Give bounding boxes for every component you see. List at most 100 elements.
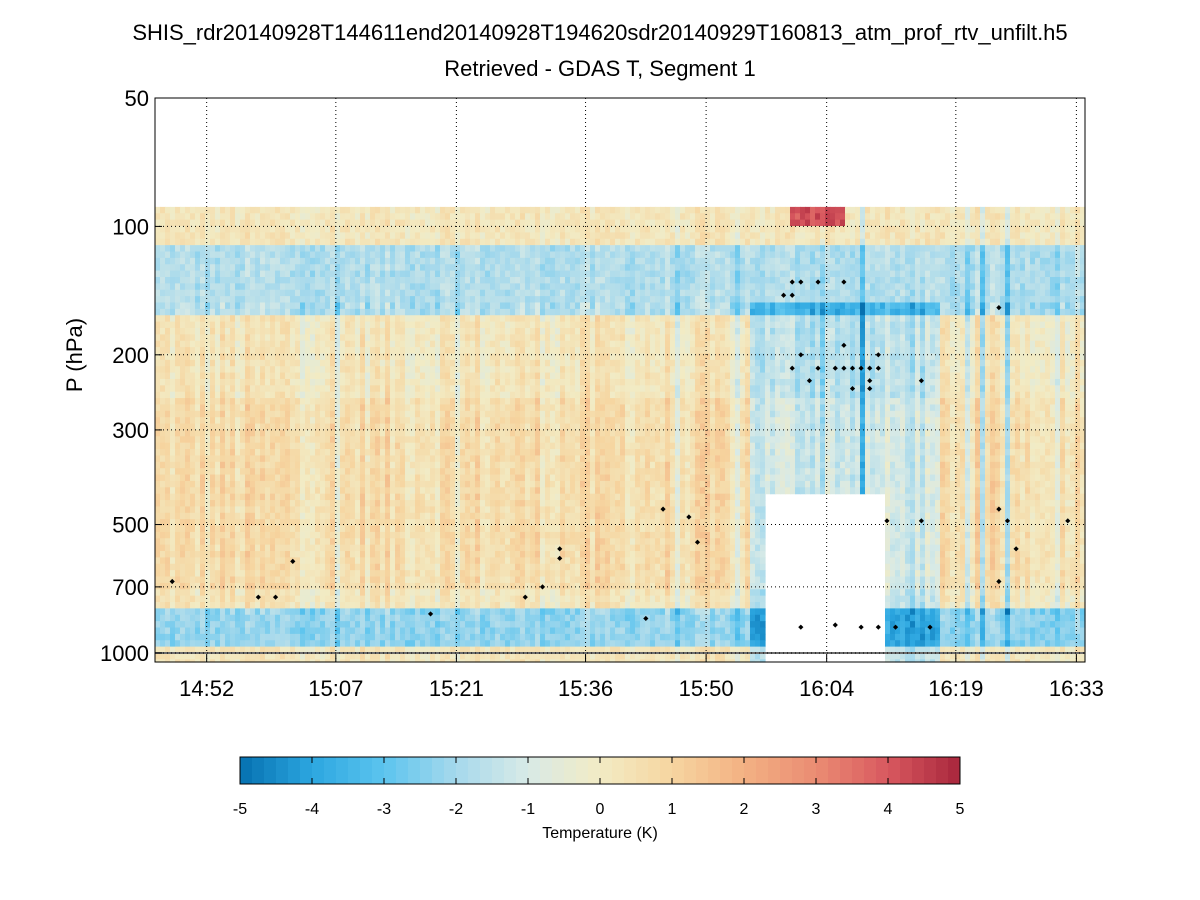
heatmap-cell	[365, 487, 371, 495]
heatmap-cell	[490, 206, 496, 214]
heatmap-cell	[455, 417, 461, 425]
heatmap-cell	[340, 646, 346, 654]
heatmap-cell	[410, 551, 416, 558]
heatmap-cell	[395, 633, 401, 641]
heatmap-cell	[325, 378, 331, 386]
heatmap-cell	[360, 557, 366, 565]
heatmap-cell	[210, 270, 216, 278]
heatmap-cell	[250, 500, 256, 508]
heatmap-cell	[460, 206, 466, 214]
heatmap-cell	[275, 385, 281, 393]
heatmap-cell	[265, 232, 271, 240]
heatmap-cell	[300, 519, 306, 527]
heatmap-cell	[460, 608, 466, 616]
heatmap-cell	[335, 219, 341, 227]
heatmap-cell	[315, 296, 321, 304]
heatmap-cell	[470, 633, 476, 641]
heatmap-cell	[185, 417, 191, 425]
heatmap-cell	[435, 296, 441, 304]
heatmap-cell	[160, 429, 166, 437]
heatmap-cell	[220, 576, 226, 584]
heatmap-cell	[380, 551, 386, 558]
heatmap-cell	[345, 308, 351, 316]
heatmap-cell	[170, 366, 176, 374]
heatmap-cell	[160, 652, 166, 660]
heatmap-cell	[435, 327, 441, 335]
heatmap-cell	[245, 474, 251, 482]
heatmap-cell	[275, 245, 281, 253]
heatmap-cell	[305, 257, 311, 265]
heatmap-cell	[435, 531, 441, 539]
heatmap-cell	[245, 321, 251, 329]
heatmap-cell	[210, 264, 216, 272]
heatmap-cell	[450, 423, 456, 431]
heatmap-cell	[435, 551, 441, 558]
heatmap-cell	[370, 347, 376, 355]
heatmap-cell	[280, 493, 286, 501]
heatmap-cell	[260, 436, 266, 444]
heatmap-cell	[250, 570, 256, 578]
heatmap-cell	[475, 436, 481, 444]
heatmap-cell	[500, 232, 506, 240]
heatmap-cell	[365, 602, 371, 609]
heatmap-cell	[230, 487, 236, 495]
heatmap-cell	[390, 238, 396, 246]
heatmap-cell	[430, 410, 436, 418]
heatmap-cell	[215, 436, 221, 444]
heatmap-cell	[465, 321, 471, 329]
heatmap-cell	[165, 519, 171, 527]
heatmap-cell	[460, 659, 466, 663]
heatmap-cell	[460, 315, 466, 323]
heatmap-cell	[165, 276, 171, 284]
heatmap-cell	[430, 340, 436, 348]
heatmap-cell	[365, 468, 371, 476]
heatmap-cell	[455, 423, 461, 431]
heatmap-cell	[425, 659, 431, 663]
heatmap-cell	[480, 232, 486, 240]
heatmap-cell	[305, 340, 311, 348]
heatmap-cell	[280, 563, 286, 571]
heatmap-cell	[300, 538, 306, 546]
heatmap-cell	[460, 359, 466, 367]
heatmap-cell	[345, 525, 351, 533]
heatmap-cell	[225, 525, 231, 533]
heatmap-cell	[410, 621, 416, 629]
heatmap-cell	[250, 614, 256, 622]
heatmap-cell	[195, 519, 201, 527]
heatmap-cell	[305, 500, 311, 508]
heatmap-cell	[350, 531, 356, 539]
heatmap-cell	[390, 302, 396, 310]
heatmap-cell	[225, 327, 231, 335]
heatmap-cell	[340, 429, 346, 437]
heatmap-cell	[370, 627, 376, 635]
heatmap-cell	[480, 257, 486, 265]
heatmap-cell	[475, 366, 481, 374]
heatmap-cell	[155, 563, 161, 571]
heatmap-cell	[260, 582, 266, 590]
heatmap-cell	[235, 340, 241, 348]
heatmap-cell	[385, 551, 391, 558]
heatmap-cell	[405, 531, 411, 539]
heatmap-cell	[480, 519, 486, 527]
heatmap-cell	[190, 315, 196, 323]
heatmap-cell	[370, 487, 376, 495]
heatmap-cell	[285, 449, 291, 457]
heatmap-cell	[490, 289, 496, 297]
heatmap-cell	[420, 538, 426, 546]
heatmap-cell	[175, 308, 181, 316]
heatmap-cell	[265, 506, 271, 514]
heatmap-cell	[445, 480, 451, 488]
heatmap-cell	[305, 226, 311, 233]
heatmap-cell	[395, 449, 401, 457]
heatmap-cell	[175, 519, 181, 527]
heatmap-cell	[405, 480, 411, 488]
heatmap-cell	[155, 398, 161, 406]
heatmap-cell	[220, 385, 226, 393]
heatmap-cell	[195, 391, 201, 399]
heatmap-cell	[185, 531, 191, 539]
heatmap-cell	[270, 213, 276, 221]
heatmap-cell	[455, 270, 461, 278]
heatmap-cell	[275, 264, 281, 272]
heatmap-cell	[325, 232, 331, 240]
heatmap-cell	[340, 525, 346, 533]
